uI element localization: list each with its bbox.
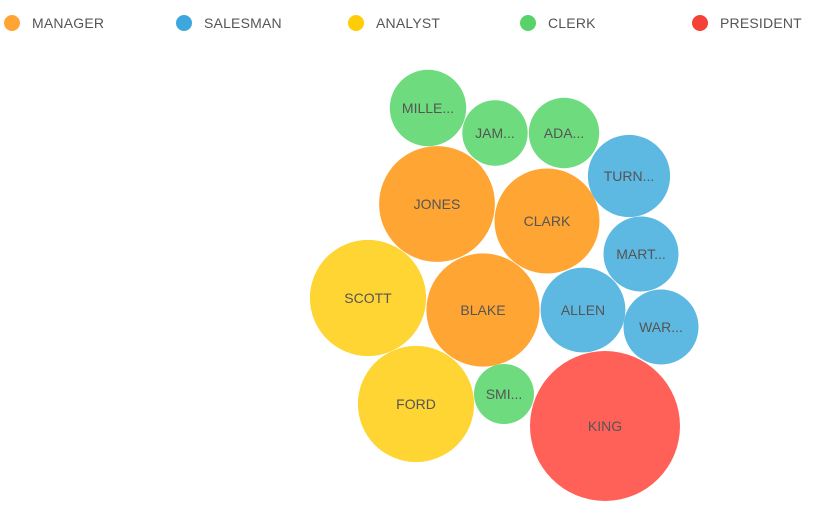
bubble-scott[interactable] [309,239,427,357]
bubble-clark[interactable] [494,168,600,274]
bubble-king[interactable] [530,351,680,501]
bubble-clark-label: CLARK [524,213,571,229]
legend-swatch-analyst [348,15,364,31]
bubble-jones[interactable] [379,146,495,262]
bubble-mille-label: MILLE... [402,100,454,116]
chart-legend: MANAGER SALESMAN ANALYST CLERK PRESIDENT [0,0,840,46]
legend-item-salesman[interactable]: SALESMAN [176,13,282,33]
bubble-allen[interactable] [540,267,626,353]
bubble-king-label: KING [588,418,622,434]
bubble-war[interactable] [623,289,699,365]
legend-label-analyst: ANALYST [376,15,441,31]
bubble-jam-label: JAM... [475,125,515,141]
legend-swatch-salesman [176,15,192,31]
bubble-allen-label: ALLEN [561,302,605,318]
bubble-mart[interactable] [603,216,679,292]
bubble-blake-label: BLAKE [460,302,505,318]
bubble-ford[interactable] [357,345,475,463]
legend-item-manager[interactable]: MANAGER [4,13,104,33]
bubble-blake[interactable] [426,253,540,367]
legend-label-manager: MANAGER [32,15,105,31]
bubble-mille[interactable] [389,69,467,147]
legend-swatch-clerk [520,15,536,31]
bubble-turn[interactable] [587,134,671,218]
bubble-ford-label: FORD [396,396,436,412]
bubble-war-label: WAR... [639,319,683,335]
legend-label-salesman: SALESMAN [204,15,282,31]
bubble-ada-label: ADA... [544,125,584,141]
legend-item-analyst[interactable]: ANALYST [348,13,440,33]
legend-label-president: PRESIDENT [720,15,802,31]
bubble-smi-label: SMI... [486,386,523,402]
bubble-smi[interactable] [474,364,534,424]
legend-label-clerk: CLERK [548,15,596,31]
legend-item-president[interactable]: PRESIDENT [692,13,802,33]
legend-item-clerk[interactable]: CLERK [520,13,596,33]
bubble-scott-label: SCOTT [344,290,392,306]
legend-swatch-manager [4,15,20,31]
bubble-jam[interactable] [462,100,528,166]
bubble-jones-label: JONES [414,196,461,212]
bubble-ada[interactable] [528,97,600,169]
legend-swatch-president [692,15,708,31]
bubble-turn-label: TURN... [604,168,655,184]
bubble-mart-label: MART... [616,246,666,262]
